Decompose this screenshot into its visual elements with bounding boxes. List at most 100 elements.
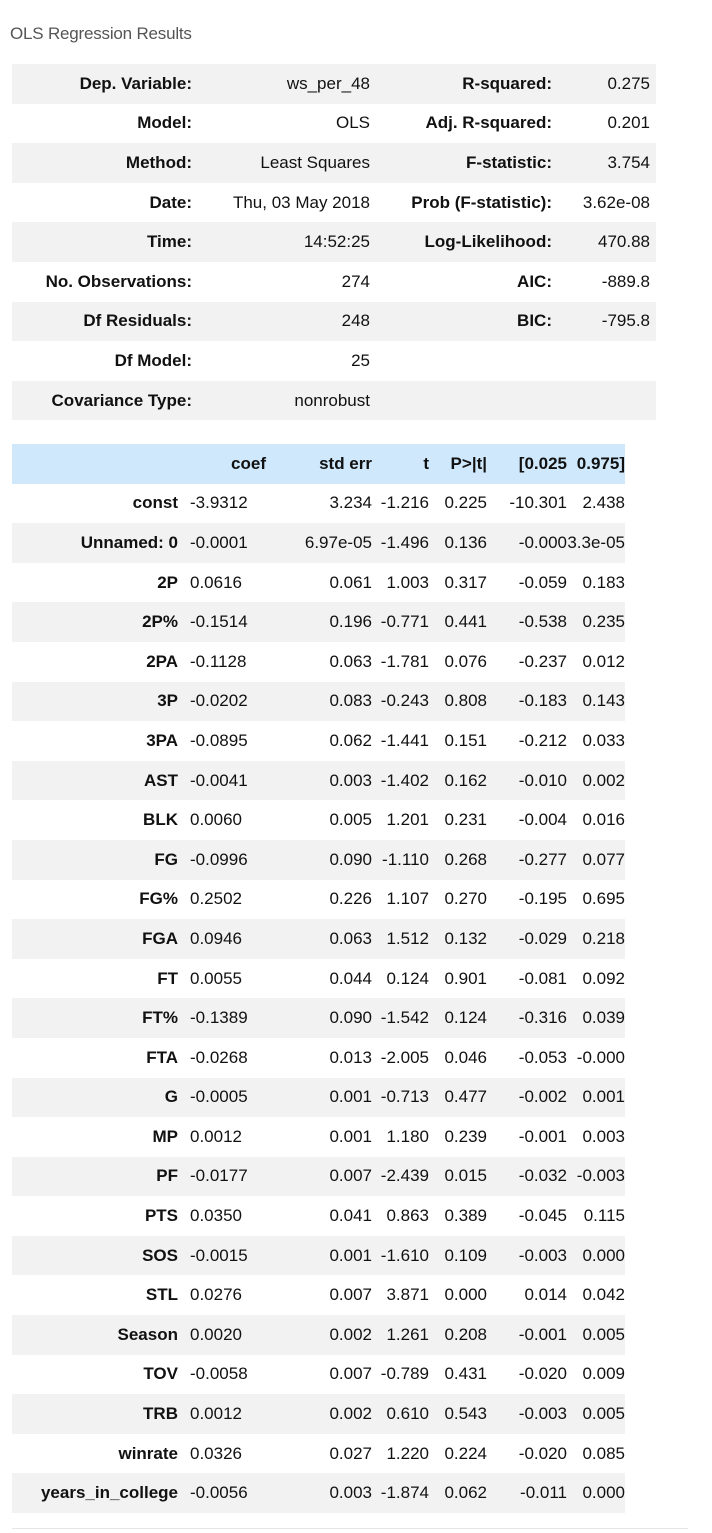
t-value: -1.441 xyxy=(380,730,429,750)
ci-upper-value: 0.235 xyxy=(582,612,625,632)
ci-lower-value: -0.053 xyxy=(518,1047,567,1067)
std-err-value: 0.196 xyxy=(329,612,372,632)
coefficient-row: 2P% -0.1514 0.196 -0.771 0.441 -0.538 0.235 xyxy=(12,602,625,642)
std-err-value: 0.083 xyxy=(329,691,372,711)
coefficient-row: Unnamed: 0 -0.0001 6.97e-05 -1.496 0.136 -0.0… xyxy=(12,523,625,563)
p-value: 0.046 xyxy=(444,1047,487,1067)
ci-lower-value: 0.014 xyxy=(524,1285,567,1305)
ci-upper-value: 0.695 xyxy=(582,889,625,909)
p-value: 0.076 xyxy=(444,651,487,671)
ci-upper-value: 0.077 xyxy=(582,849,625,869)
summary-stat-value xyxy=(560,341,656,381)
summary-row: Df Model: 25 xyxy=(12,341,656,381)
t-value: 1.201 xyxy=(386,810,429,830)
ci-lower-value: -0.020 xyxy=(518,1443,567,1463)
summary-value: 248 xyxy=(341,311,370,331)
p-value: 0.317 xyxy=(444,572,487,592)
summary-row: Time: 14:52:25 Log-Likelihood: 470.88 xyxy=(12,222,656,262)
t-value: 1.261 xyxy=(386,1324,429,1344)
t-value: -0.713 xyxy=(380,1087,429,1107)
variable-name: FT% xyxy=(142,1008,178,1028)
coefficient-row: FG -0.0996 0.090 -1.110 0.268 -0.277 0.077 xyxy=(12,839,625,880)
p-value: 0.225 xyxy=(444,493,487,513)
summary-stat-value: -889.8 xyxy=(601,271,650,291)
summary-stat-label: Prob (F-statistic): xyxy=(411,192,552,212)
coefficient-row: SOS -0.0015 0.001 -1.610 0.109 -0.003 0.000 xyxy=(12,1235,625,1276)
t-value: 1.512 xyxy=(386,928,429,948)
ci-lower-value: -0.010 xyxy=(518,770,567,790)
std-err-value: 0.005 xyxy=(329,810,372,830)
coefficient-row: PF -0.0177 0.007 -2.439 0.015 -0.032 -0.003 xyxy=(12,1156,625,1197)
p-value: 0.389 xyxy=(444,1206,487,1226)
coef-value: 0.0276 xyxy=(190,1285,242,1305)
variable-name: FT xyxy=(157,968,178,988)
summary-stat-label: R-squared: xyxy=(462,73,552,93)
coefficient-row: TOV -0.0058 0.007 -0.789 0.431 -0.020 0.009 xyxy=(12,1354,625,1395)
ci-lower-value: -0.081 xyxy=(518,968,567,988)
p-value: 0.477 xyxy=(444,1087,487,1107)
summary-row: Method: Least Squares F-statistic: 3.754 xyxy=(12,143,656,183)
variable-name: Season xyxy=(117,1324,178,1344)
coef-value: -0.0895 xyxy=(190,730,248,750)
summary-row: Model: OLS Adj. R-squared: 0.201 xyxy=(12,103,656,144)
summary-label: Df Model: xyxy=(114,350,192,370)
coefficient-row: Season 0.0020 0.002 1.261 0.208 -0.001 0.005 xyxy=(12,1315,625,1355)
t-value: -1.216 xyxy=(380,493,429,513)
table-caption: OLS Regression Results xyxy=(10,24,192,43)
variable-name: PF xyxy=(156,1166,178,1186)
coefficient-row: 2P 0.0616 0.061 1.003 0.317 -0.059 0.183 xyxy=(12,562,625,603)
ci-lower-value: -0.032 xyxy=(518,1166,567,1186)
t-value: -2.005 xyxy=(380,1047,429,1067)
ci-upper-value: 0.143 xyxy=(582,691,625,711)
summary-row: Df Residuals: 248 BIC: -795.8 xyxy=(12,301,656,342)
ci-upper-value: 0.183 xyxy=(582,572,625,592)
coef-value: -0.0058 xyxy=(190,1364,248,1384)
summary-stat-value xyxy=(560,381,656,421)
coefficient-row: FT 0.0055 0.044 0.124 0.901 -0.081 0.092 xyxy=(12,958,625,999)
p-value: 0.431 xyxy=(444,1364,487,1384)
ci-lower-value: -0.316 xyxy=(518,1008,567,1028)
p-value: 0.808 xyxy=(444,691,487,711)
std-err-value: 0.002 xyxy=(329,1324,372,1344)
ci-upper-value: 0.042 xyxy=(582,1285,625,1305)
std-err-value: 0.001 xyxy=(329,1087,372,1107)
coef-value: 0.0012 xyxy=(190,1126,242,1146)
ci-upper-value: 0.033 xyxy=(582,730,625,750)
t-value: 0.124 xyxy=(386,968,429,988)
coefficient-row: 2PA -0.1128 0.063 -1.781 0.076 -0.237 0.012 xyxy=(12,641,625,682)
p-value: 0.268 xyxy=(444,849,487,869)
t-value: -1.781 xyxy=(380,651,429,671)
summary-value: 14:52:25 xyxy=(303,232,370,252)
coef-value: -3.9312 xyxy=(190,493,248,513)
variable-name: Unnamed: 0 xyxy=(80,532,178,552)
summary-value: 274 xyxy=(341,271,370,291)
ci-upper-value: 0.003 xyxy=(582,1126,625,1146)
coefficient-row: FG% 0.2502 0.226 1.107 0.270 -0.195 0.695 xyxy=(12,879,625,920)
coefficient-row: FT% -0.1389 0.090 -1.542 0.124 -0.316 0.039 xyxy=(12,998,625,1038)
variable-name: FTA xyxy=(146,1047,178,1067)
variable-name: 2P% xyxy=(142,612,178,632)
coefficient-row: winrate 0.0326 0.027 1.220 0.224 -0.020 0.085 xyxy=(12,1433,625,1474)
p-value: 0.124 xyxy=(444,1008,487,1028)
variable-name: FG xyxy=(154,849,178,869)
p-value: 0.000 xyxy=(444,1285,487,1305)
ci-lower-value: -0.237 xyxy=(518,651,567,671)
header-ci-upper: 0.975] xyxy=(576,453,625,473)
summary-value: OLS xyxy=(335,113,370,133)
ci-lower-value: -0.538 xyxy=(518,612,567,632)
t-value: 0.863 xyxy=(386,1206,429,1226)
summary-row: Covariance Type: nonrobust xyxy=(12,380,656,421)
ci-upper-value: 0.085 xyxy=(582,1443,625,1463)
p-value: 0.208 xyxy=(444,1324,487,1344)
ci-lower-value: -0.045 xyxy=(518,1206,567,1226)
header-p-value: P>|t| xyxy=(450,453,487,473)
header-coef: coef xyxy=(231,453,266,473)
std-err-value: 0.002 xyxy=(329,1404,372,1424)
t-value: 1.003 xyxy=(386,572,429,592)
summary-row: Dep. Variable: ws_per_48 R-squared: 0.275 xyxy=(12,64,656,104)
ci-upper-value: 0.218 xyxy=(582,928,625,948)
coef-value: -0.0996 xyxy=(190,849,248,869)
std-err-value: 0.003 xyxy=(329,1483,372,1503)
std-err-value: 3.234 xyxy=(329,493,372,513)
std-err-value: 0.044 xyxy=(329,968,372,988)
